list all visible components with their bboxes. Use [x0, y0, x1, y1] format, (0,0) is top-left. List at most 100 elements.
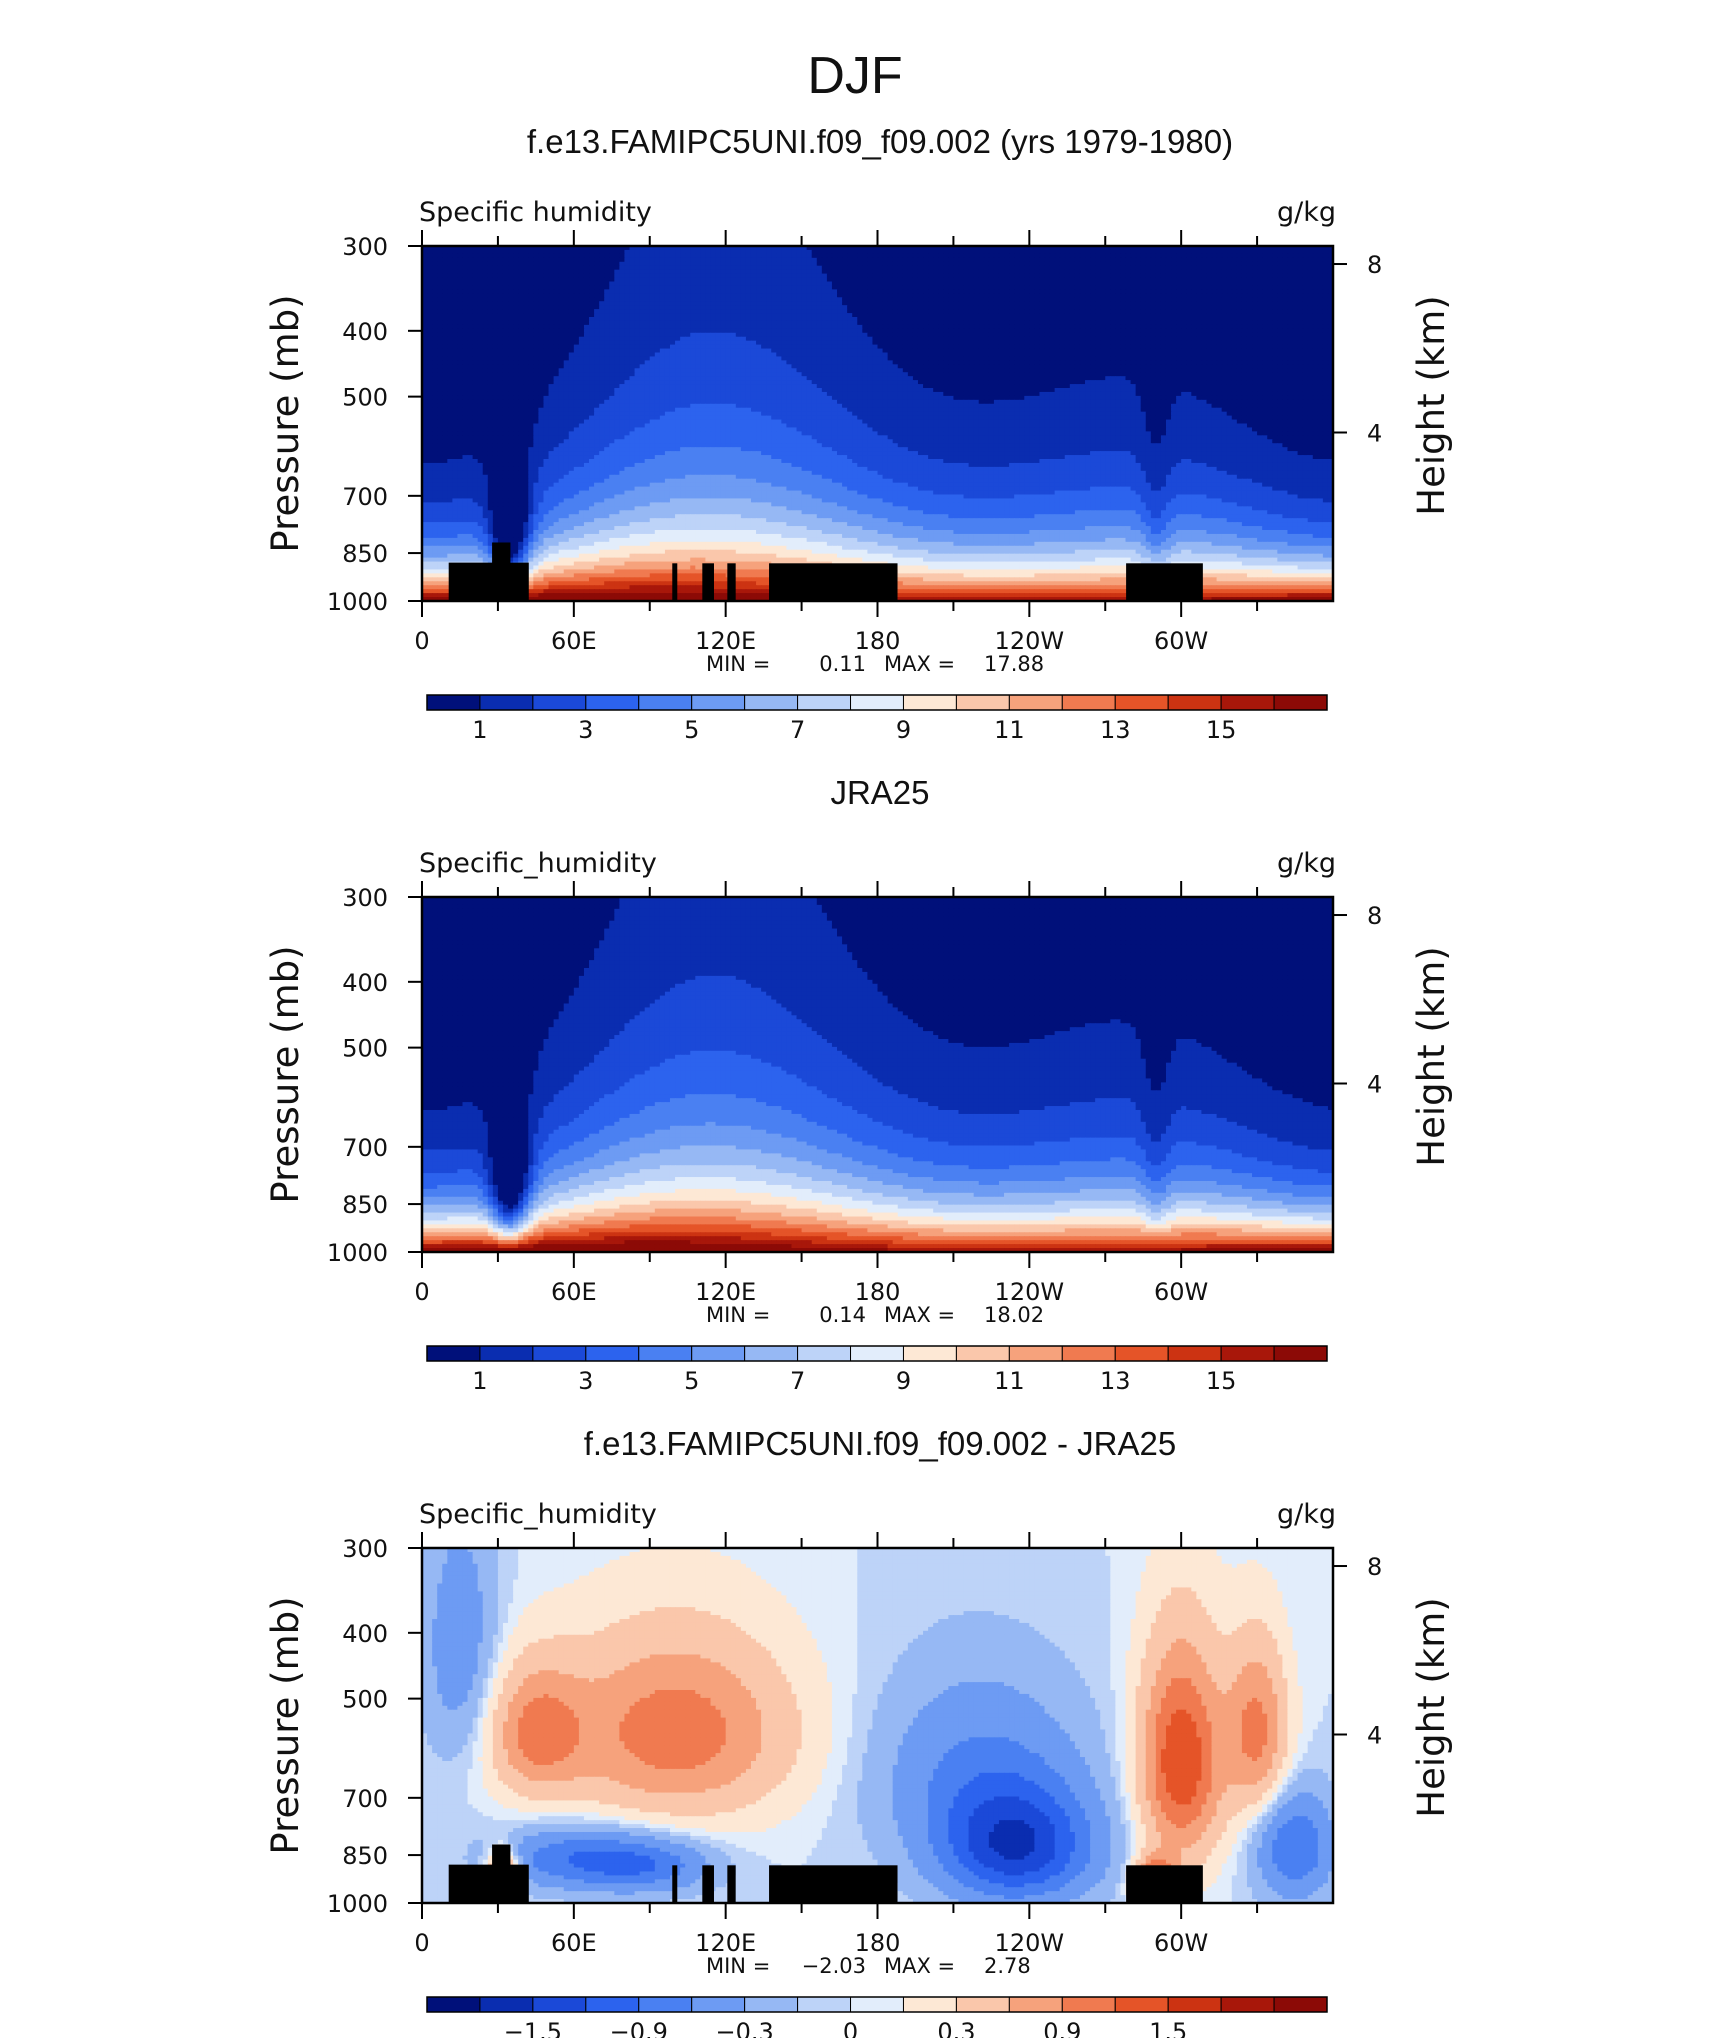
contour-field: [422, 1548, 1334, 1904]
colorbar-swatch: [1008, 694, 1063, 711]
field-label: Specific_humidity: [419, 848, 657, 879]
max-label: MAX =: [884, 1303, 955, 1327]
colorbar-label: 11: [994, 716, 1025, 744]
y-axis-label: Pressure (mb): [264, 1596, 307, 1854]
y2-tick-label: 4: [1367, 1071, 1382, 1099]
colorbar-swatch: [1061, 694, 1116, 711]
x-tick-label: 180: [855, 1278, 901, 1306]
x-tick-label: 120W: [995, 1278, 1065, 1306]
colorbar-swatch: [1220, 1345, 1275, 1362]
colorbar-label: 0: [843, 2018, 858, 2038]
colorbar-swatch: [585, 1996, 640, 2013]
colorbar-swatch: [585, 1345, 640, 1362]
field-label: Specific_humidity: [419, 1499, 657, 1530]
colorbar-swatch: [638, 1996, 693, 2013]
y-tick-label: 400: [342, 318, 388, 346]
y-tick-label: 500: [342, 384, 388, 412]
y2-tick-label: 4: [1367, 1722, 1382, 1750]
colorbar-swatch: [902, 694, 957, 711]
y2-tick-label: 8: [1367, 251, 1382, 279]
colorbar-swatch: [1114, 1345, 1169, 1362]
panels: f.e13.FAMIPC5UNI.f09_f09.002 (yrs 1979-1…: [264, 123, 1453, 2038]
y2-tick-label: 8: [1367, 1553, 1382, 1581]
colorbar: −1.5 −0.9 −0.3 0 0.3 0.9 1.5: [426, 1996, 1328, 2038]
max-value: 17.88: [984, 652, 1044, 676]
y2-axis-label: Height (km): [1410, 295, 1453, 515]
contour-field: [422, 897, 1334, 1253]
x-tick-label: 120E: [695, 627, 756, 655]
x-tick-label: 120E: [695, 1929, 756, 1957]
colorbar-swatch: [532, 1996, 587, 2013]
units-label: g/kg: [1277, 197, 1336, 228]
y-tick-label: 300: [342, 233, 388, 261]
colorbar-swatch: [1167, 1345, 1222, 1362]
colorbar-swatch: [955, 694, 1010, 711]
colorbar-swatch: [955, 1996, 1010, 2013]
colorbar-frame: [426, 1345, 1328, 1362]
colorbar-swatch: [532, 1345, 587, 1362]
colorbar-label: 1: [472, 1367, 487, 1395]
max-value: 2.78: [984, 1954, 1031, 1978]
colorbar-swatch: [902, 1345, 957, 1362]
min-value: 0.14: [819, 1303, 866, 1327]
colorbar-swatch: [797, 694, 852, 711]
colorbar-swatch: [426, 1996, 481, 2013]
y-axis-label: Pressure (mb): [264, 945, 307, 1203]
colorbar-label: 15: [1206, 716, 1237, 744]
colorbar-swatch: [1273, 694, 1328, 711]
y-tick-label: 300: [342, 1535, 388, 1563]
chart-panel-1: f.e13.FAMIPC5UNI.f09_f09.002 (yrs 1979-1…: [264, 123, 1453, 744]
colorbar-swatch: [1273, 1345, 1328, 1362]
colorbar-swatch: [1061, 1345, 1116, 1362]
colorbar-label: 3: [578, 716, 593, 744]
colorbar-frame: [426, 1996, 1328, 2013]
x-tick-label: 0: [414, 627, 429, 655]
colorbar-label: 7: [790, 1367, 805, 1395]
y-tick-label: 1000: [327, 588, 388, 616]
colorbar-label: 13: [1100, 1367, 1131, 1395]
colorbar-label: 0.3: [937, 2018, 975, 2038]
colorbar-swatch: [850, 694, 904, 711]
panel-title: f.e13.FAMIPC5UNI.f09_f09.002 (yrs 1979-1…: [527, 123, 1233, 160]
surface-mask: [672, 563, 678, 601]
colorbar-swatch: [1167, 694, 1222, 711]
colorbar-swatch: [691, 694, 746, 711]
x-tick-label: 60W: [1154, 1278, 1208, 1306]
colorbar-label: 15: [1206, 1367, 1237, 1395]
surface-mask: [727, 1865, 736, 1903]
field-label: Specific humidity: [419, 197, 652, 228]
surface-mask: [702, 1865, 714, 1903]
colorbar-label: −0.3: [716, 2018, 774, 2038]
contour-field: [422, 246, 1334, 602]
surface-mask: [1126, 563, 1203, 601]
y-tick-label: 1000: [327, 1890, 388, 1918]
colorbar-label: −0.9: [610, 2018, 668, 2038]
colorbar-swatch: [1220, 694, 1275, 711]
colorbar-label: 7: [790, 716, 805, 744]
surface-mask: [727, 563, 736, 601]
min-label: MIN =: [706, 1954, 770, 1978]
colorbar-label: 5: [684, 1367, 699, 1395]
y-tick-label: 500: [342, 1035, 388, 1063]
colorbar-label: 9: [896, 1367, 911, 1395]
colorbar-label: 5: [684, 716, 699, 744]
surface-mask: [702, 563, 714, 601]
colorbar-frame: [426, 694, 1328, 711]
y-tick-label: 850: [342, 1842, 388, 1870]
colorbar-label: −1.5: [504, 2018, 562, 2038]
colorbar-swatch: [744, 1996, 799, 2013]
x-tick-label: 60W: [1154, 627, 1208, 655]
min-value: −2.03: [802, 1954, 866, 1978]
colorbar-swatch: [479, 1996, 534, 2013]
y-tick-label: 500: [342, 1686, 388, 1714]
colorbar-swatch: [902, 1996, 957, 2013]
figure-title: DJF: [807, 47, 902, 105]
y2-axis-label: Height (km): [1410, 946, 1453, 1166]
x-tick-label: 180: [855, 627, 901, 655]
y-tick-label: 400: [342, 1620, 388, 1648]
colorbar-swatch: [585, 694, 640, 711]
colorbar: 1 3 5 7 9 11 13 15: [426, 694, 1328, 744]
x-tick-label: 120E: [695, 1278, 756, 1306]
colorbar-swatch: [797, 1996, 852, 2013]
